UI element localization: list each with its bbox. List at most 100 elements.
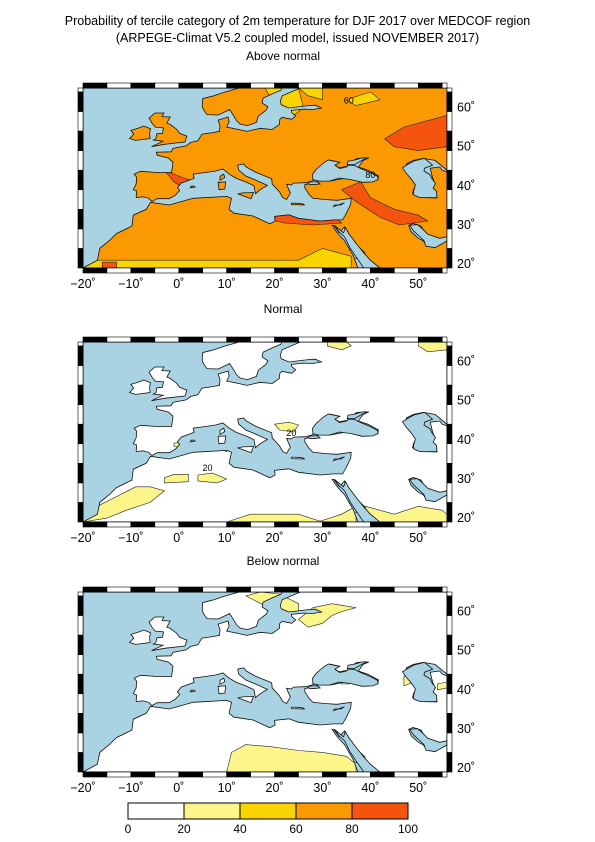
lon-tick-label: −10˚ xyxy=(118,781,143,795)
panel-title-normal: Normal xyxy=(263,302,303,316)
frame-segment xyxy=(446,673,453,695)
frame-segment xyxy=(298,521,323,528)
corsica-island xyxy=(219,173,226,181)
marmara-sea xyxy=(305,685,322,690)
frame-segment xyxy=(77,209,84,230)
mallorca-island xyxy=(189,689,197,693)
lon-tick-label: 10˚ xyxy=(218,781,236,795)
blacksea-sea xyxy=(311,159,379,183)
frame-segment xyxy=(370,336,395,343)
frame-segment xyxy=(298,586,323,593)
frame-segment xyxy=(154,586,180,593)
frame-segment xyxy=(106,82,132,89)
frame-segment xyxy=(202,521,227,528)
frame-segment xyxy=(322,267,347,274)
lon-tick-label: 40˚ xyxy=(361,531,379,545)
frame-segment xyxy=(178,771,204,778)
frame-segment xyxy=(77,228,84,249)
crete-island xyxy=(290,706,305,710)
frame-segment xyxy=(441,82,448,89)
sicily-island xyxy=(236,446,255,454)
persiangulf-sea xyxy=(408,224,447,249)
lon-tick-label: 40˚ xyxy=(361,781,379,795)
frame-segment xyxy=(77,713,84,734)
frame-segment xyxy=(77,502,84,523)
colorbar-label: 80 xyxy=(345,822,359,836)
frame-segment xyxy=(370,267,395,274)
frame-segment xyxy=(250,586,275,593)
frame-segment xyxy=(322,336,347,343)
frame-segment xyxy=(178,82,204,89)
lat-tick-label: 20˚ xyxy=(457,511,475,525)
frame-segment xyxy=(446,693,453,714)
frame-segment xyxy=(370,521,395,528)
contour-label: 20 xyxy=(203,463,213,473)
frame-segment xyxy=(106,267,132,274)
corsica-island xyxy=(219,427,226,435)
frame-segment xyxy=(178,521,204,528)
frame-segment xyxy=(130,521,156,528)
frame-segment xyxy=(446,189,453,210)
redsea-sea xyxy=(334,728,381,772)
frame-segment xyxy=(446,87,453,93)
frame-segment xyxy=(77,87,84,93)
probability-area xyxy=(164,473,189,484)
frame-segment xyxy=(77,130,84,151)
lat-tick-label: 50˚ xyxy=(457,394,475,408)
crete-island xyxy=(290,456,305,460)
frame-segment xyxy=(446,404,453,425)
frame-segment xyxy=(77,673,84,695)
lat-tick-label: 60˚ xyxy=(457,355,475,369)
lon-tick-label: 10˚ xyxy=(218,277,236,291)
frame-segment xyxy=(441,586,448,593)
probability-area xyxy=(326,342,352,351)
probability-area xyxy=(298,88,323,101)
frame-segment xyxy=(154,336,180,343)
lat-tick-label: 30˚ xyxy=(457,722,475,736)
frame-segment xyxy=(77,404,84,425)
lon-tick-label: 30˚ xyxy=(313,531,331,545)
frame-segment xyxy=(346,336,371,343)
frame-segment xyxy=(346,771,371,778)
frame-segment xyxy=(77,482,84,503)
frame-segment xyxy=(417,586,443,593)
probability-area xyxy=(226,744,357,772)
frame-segment xyxy=(394,586,419,593)
lon-tick-label: 0˚ xyxy=(173,277,184,291)
frame-segment xyxy=(446,732,453,753)
frame-segment xyxy=(417,267,443,274)
frame-segment xyxy=(77,189,84,210)
frame-segment xyxy=(202,336,227,343)
frame-segment xyxy=(154,521,180,528)
frame-segment xyxy=(77,111,84,132)
panel-title-above: Above normal xyxy=(245,49,321,63)
frame-segment xyxy=(130,336,156,343)
marmara-sea xyxy=(305,435,322,440)
frame-segment xyxy=(178,267,204,274)
frame-segment xyxy=(106,771,132,778)
frame-segment xyxy=(322,771,347,778)
colorbar-swatch xyxy=(351,802,409,820)
redsea-sea xyxy=(334,478,381,522)
frame-segment xyxy=(346,586,371,593)
frame-segment xyxy=(441,521,448,528)
panel-title-below: Below normal xyxy=(246,554,320,568)
frame-segment xyxy=(441,336,448,343)
frame-segment xyxy=(77,91,84,112)
lat-tick-label: 40˚ xyxy=(457,179,475,193)
frame-segment xyxy=(77,591,84,597)
colorbar-swatch xyxy=(127,802,185,820)
lon-tick-label: −20˚ xyxy=(70,531,95,545)
frame-segment xyxy=(226,771,251,778)
probability-area xyxy=(384,115,447,151)
frame-segment xyxy=(274,521,299,528)
frame-segment xyxy=(446,752,453,773)
lon-tick-label: 20˚ xyxy=(266,781,284,795)
frame-segment xyxy=(226,82,251,89)
azov-sea xyxy=(346,411,367,420)
figure-subtitle: (ARPEGE-Climat V5.2 coupled model, issue… xyxy=(115,31,480,45)
frame-segment xyxy=(446,111,453,132)
frame-segment xyxy=(394,771,419,778)
frame-segment xyxy=(446,502,453,523)
lat-tick-label: 20˚ xyxy=(457,761,475,775)
